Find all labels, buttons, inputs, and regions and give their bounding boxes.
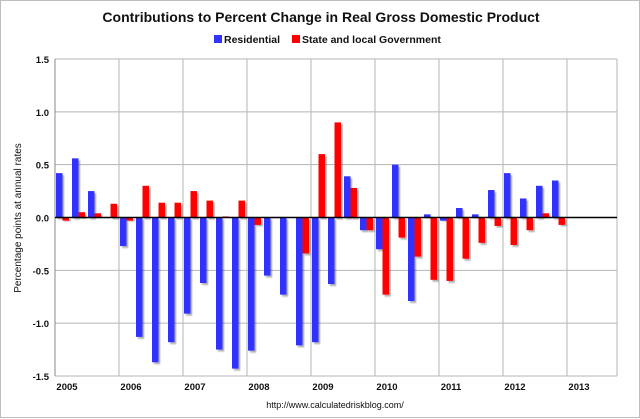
bar-state-local-2009Q2	[334, 122, 341, 218]
bar-state-local-2011Q2	[462, 217, 469, 259]
bar-residential-2012Q4	[552, 180, 559, 218]
bar-state-local-2005Q2	[78, 212, 85, 218]
source-url: http://www.calculatedriskblog.com/	[266, 400, 404, 410]
y-axis-label: Percentage points at annual rates	[13, 143, 24, 293]
bar-state-local-2010Q2	[398, 217, 405, 238]
bar-residential-2005Q2	[72, 158, 79, 218]
legend-label-residential: Residential	[224, 34, 280, 46]
y-tick-label: -1.0	[33, 319, 49, 330]
y-tick-label: -1.5	[33, 372, 50, 383]
bar-state-local-2010Q3	[414, 217, 421, 257]
bar-residential-2012Q3	[536, 185, 543, 218]
bar-state-local-2011Q1	[446, 217, 453, 281]
bar-residential-2007Q1	[184, 217, 191, 314]
bar-residential-2008Q3	[280, 217, 287, 295]
bar-residential-2009Q3	[344, 176, 351, 218]
bar-state-local-2008Q1	[254, 217, 261, 225]
x-tick-label: 2013	[568, 382, 589, 393]
y-tick-label: -0.5	[33, 266, 50, 277]
bar-residential-2007Q4	[232, 217, 239, 369]
bar-state-local-2010Q4	[430, 217, 437, 280]
bar-residential-2008Q4	[296, 217, 303, 346]
bar-residential-2006Q3	[152, 217, 159, 363]
legend-swatch-residential	[214, 35, 222, 43]
bar-state-local-2009Q3	[350, 187, 357, 218]
bar-residential-2011Q2	[456, 207, 463, 218]
x-tick-label: 2012	[504, 382, 525, 393]
bar-state-local-2009Q4	[366, 217, 373, 231]
bar-state-local-2006Q3	[158, 202, 165, 218]
bar-residential-2006Q1	[120, 217, 127, 247]
chart-title: Contributions to Percent Change in Real …	[102, 9, 540, 25]
bar-state-local-2006Q4	[174, 202, 181, 218]
bar-state-local-2007Q4	[238, 200, 245, 218]
y-tick-label: 1.0	[36, 108, 49, 119]
bar-residential-2010Q3	[408, 217, 415, 301]
bar-state-local-2010Q1	[382, 217, 389, 295]
bar-residential-2007Q2	[200, 217, 207, 284]
y-tick-label: 0.5	[36, 161, 50, 172]
legend-swatch-state-local	[292, 35, 300, 43]
bar-residential-2012Q1	[504, 173, 511, 218]
bar-state-local-2012Q2	[526, 217, 533, 231]
bar-state-local-2006Q2	[142, 185, 149, 218]
bar-residential-2009Q2	[328, 217, 335, 285]
bar-residential-2005Q1	[56, 173, 63, 218]
x-tick-label: 2005	[56, 382, 78, 393]
bar-state-local-2011Q4	[494, 217, 501, 226]
x-tick-label: 2007	[184, 382, 205, 393]
bar-residential-2011Q3	[472, 214, 479, 218]
bar-state-local-2006Q1	[126, 217, 133, 221]
bar-state-local-2007Q2	[206, 200, 213, 218]
bar-residential-2011Q1	[440, 217, 447, 221]
legend-label-state-local: State and local Government	[302, 34, 441, 46]
bar-state-local-2012Q4	[558, 217, 565, 225]
axes: 1.5 1.0 0.5 0.0 -0.5 -1.0 -1.5 2005 2006 2007 2008…	[33, 55, 618, 393]
y-tick-label: 1.5	[36, 55, 50, 66]
bar-residential-2007Q3	[216, 217, 223, 350]
y-tick-label: 0.0	[36, 214, 49, 225]
bar-residential-2011Q4	[488, 190, 495, 218]
bar-residential-2010Q2	[392, 164, 399, 218]
bar-residential-2008Q1	[248, 217, 255, 351]
x-tick-label: 2008	[248, 382, 269, 393]
bar-state-local-2008Q4	[302, 217, 309, 254]
bar-state-local-2005Q4	[110, 203, 117, 218]
bar-state-local-2012Q3	[542, 213, 549, 218]
bar-residential-2012Q2	[520, 198, 527, 218]
bar-residential-2010Q4	[424, 214, 431, 218]
bar-residential-2009Q4	[360, 217, 367, 231]
bar-state-local-2009Q1	[318, 154, 325, 218]
bar-residential-2005Q3	[88, 191, 95, 218]
bar-residential-2009Q1	[312, 217, 319, 343]
bars	[56, 122, 565, 369]
bar-residential-2008Q2	[264, 217, 271, 276]
x-tick-label: 2009	[312, 382, 333, 393]
x-tick-label: 2006	[120, 382, 141, 393]
bar-state-local-2011Q3	[478, 217, 485, 243]
bar-state-local-2005Q1	[62, 217, 69, 221]
legend: Residential State and local Government	[214, 34, 441, 46]
bar-residential-2010Q1	[376, 217, 383, 250]
bar-state-local-2012Q1	[510, 217, 517, 245]
x-tick-label: 2011	[441, 382, 462, 393]
bar-state-local-2007Q1	[190, 191, 197, 218]
bar-residential-2006Q4	[168, 217, 175, 343]
bar-state-local-2005Q3	[94, 213, 101, 218]
bar-residential-2006Q2	[136, 217, 143, 337]
x-tick-label: 2010	[376, 382, 397, 393]
